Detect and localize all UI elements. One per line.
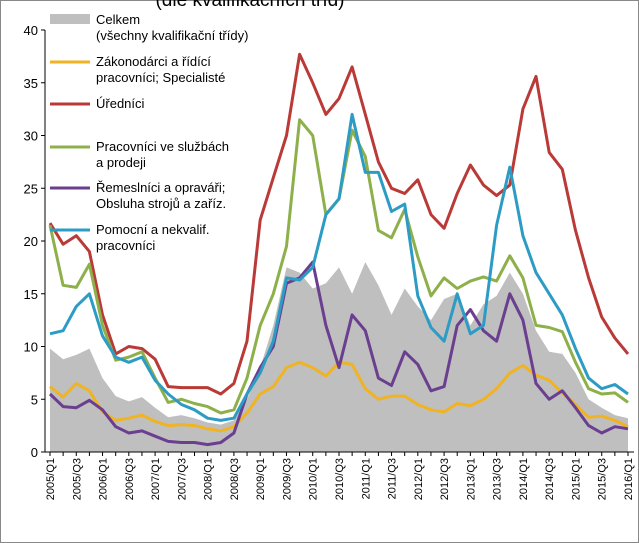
x-tick-label: 2011/Q3 <box>387 458 399 499</box>
x-tick-label: 2007/Q3 <box>176 458 188 500</box>
chart-title: (dle kvalifikačních tříd) <box>155 0 344 11</box>
x-tick-label: 2012/Q3 <box>439 458 451 500</box>
x-tick-label: 2014/Q1 <box>518 458 530 500</box>
x-tick-label: 2010/Q3 <box>334 458 346 500</box>
x-tick-label: 2006/Q1 <box>98 458 110 500</box>
line <box>49 112 629 422</box>
area <box>50 262 628 452</box>
x-tick-label: 2015/Q3 <box>597 458 609 500</box>
y-tick-label: 25 <box>24 181 38 196</box>
legend-label: Řemeslníci a opraváři; Obsluha strojů a … <box>96 180 227 211</box>
x-tick-label: 2014/Q3 <box>544 458 556 500</box>
x-tick-label: 2006/Q3 <box>124 458 136 500</box>
x-tick-label: 2012/Q1 <box>413 458 425 500</box>
x-tick-label: 2013/Q3 <box>492 458 504 500</box>
y-tick-label: 5 <box>31 392 38 407</box>
x-tick-label: 2005/Q3 <box>71 458 83 500</box>
y-tick-label: 15 <box>24 287 38 302</box>
x-tick-label: 2016/Q1 <box>623 458 635 500</box>
x-tick-label: 2009/Q3 <box>281 458 293 500</box>
legend-label: Celkem (všechny kvalifikační třídy) <box>96 12 249 43</box>
legend-label: Pracovníci ve službách a prodeji <box>96 139 229 170</box>
x-tick-label: 2005/Q1 <box>45 458 57 500</box>
y-tick-label: 35 <box>24 76 38 91</box>
x-tick-label: 2015/Q1 <box>570 458 582 500</box>
x-tick-label: 2008/Q1 <box>203 458 215 500</box>
line <box>48 52 630 396</box>
y-tick-label: 30 <box>24 129 38 144</box>
x-tick-label: 2013/Q1 <box>465 458 477 500</box>
x-tick-label: 2009/Q1 <box>255 458 267 500</box>
x-tick-label: 2008/Q3 <box>229 458 241 500</box>
x-tick-label: 2007/Q1 <box>150 458 162 500</box>
y-tick-label: 10 <box>24 340 38 355</box>
x-tick-label: 2010/Q1 <box>308 458 320 500</box>
x-tick-label: 2011/Q1 <box>360 458 372 499</box>
legend-label: Úředníci <box>96 96 145 111</box>
y-tick-label: 20 <box>24 234 38 249</box>
y-tick-label: 0 <box>31 445 38 460</box>
y-tick-label: 40 <box>24 23 38 38</box>
legend-label: Zákonodárci a řídící pracovníci; Special… <box>96 54 226 85</box>
legend-swatch <box>50 14 90 24</box>
legend-label: Pomocní a nekvalif. pracovníci <box>96 222 210 253</box>
line <box>48 260 629 447</box>
